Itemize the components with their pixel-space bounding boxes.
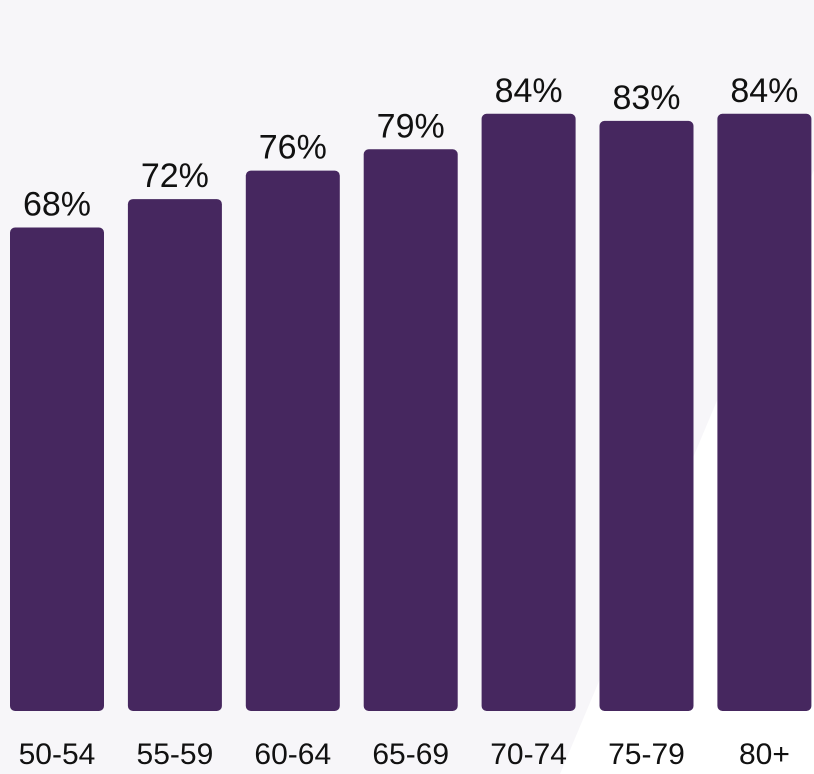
tick-label-70-74: 70-74: [490, 738, 567, 771]
value-label-75-79: 83%: [612, 79, 680, 117]
value-label-65-69: 79%: [377, 107, 445, 145]
value-labels-layer: 68% 72% 76% 79% 84% 83% 84%: [23, 72, 798, 224]
tick-label-65-69: 65-69: [372, 738, 449, 771]
tick-label-50-54: 50-54: [19, 738, 96, 771]
bar-70-74: [481, 113, 576, 711]
bar-80+: [717, 113, 812, 711]
x-axis-tick-labels: 50-54 55-59 60-64 65-69 70-74 75-79 80+: [19, 738, 790, 771]
bar-50-54: [10, 227, 104, 711]
value-label-60-64: 76%: [259, 129, 327, 167]
bar-75-79: [599, 120, 694, 712]
tick-label-55-59: 55-59: [137, 738, 214, 771]
bars-layer: [10, 113, 812, 712]
value-label-80+: 84%: [730, 72, 798, 110]
tick-label-60-64: 60-64: [254, 738, 331, 771]
tick-label-80+: 80+: [739, 738, 790, 771]
bar-65-69: [363, 149, 458, 711]
value-label-50-54: 68%: [23, 186, 91, 224]
value-label-70-74: 84%: [495, 72, 563, 110]
bar-60-64: [245, 170, 340, 711]
bar-55-59: [127, 199, 222, 711]
value-label-55-59: 72%: [141, 157, 209, 195]
tick-label-75-79: 75-79: [608, 738, 685, 771]
